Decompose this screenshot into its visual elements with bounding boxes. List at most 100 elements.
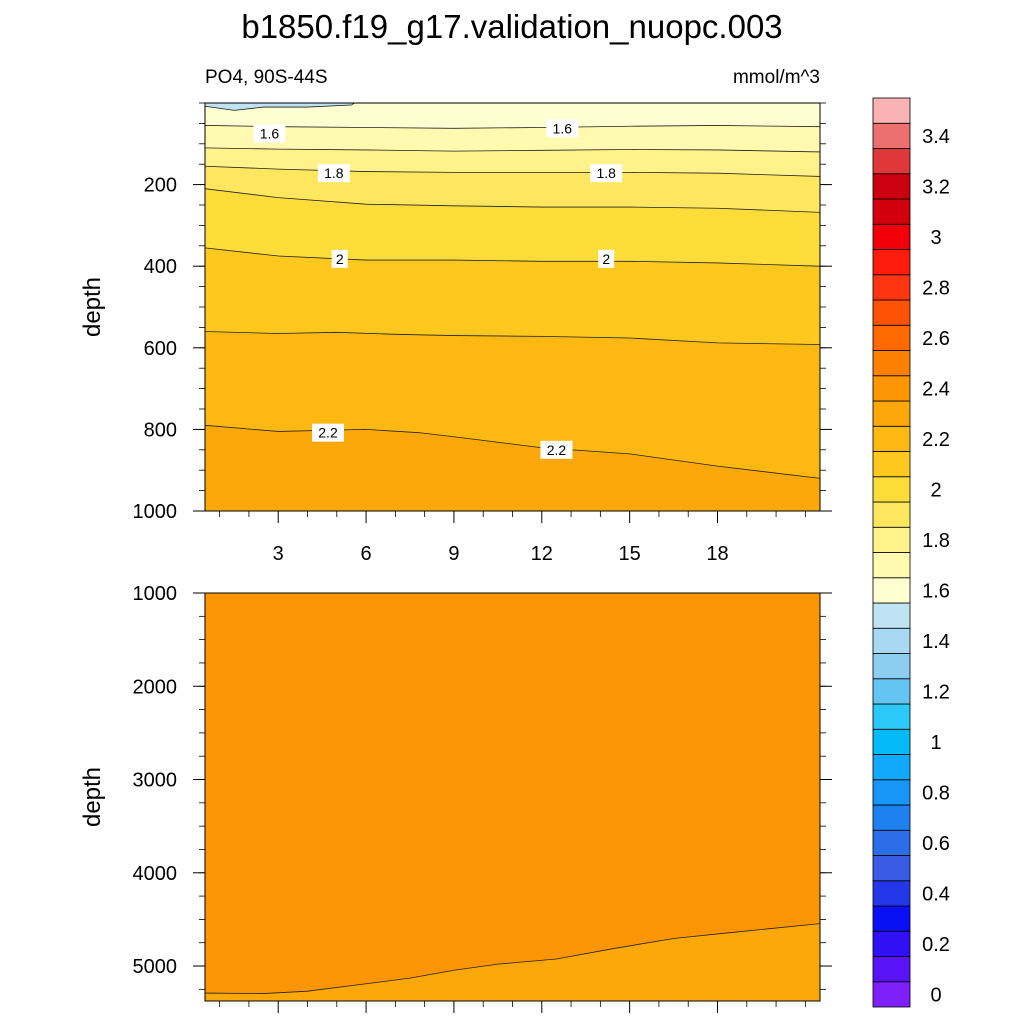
colorbar-label: 1.6 bbox=[922, 580, 950, 602]
x-tick-label: 6 bbox=[361, 543, 372, 565]
colorbar-label: 2.6 bbox=[922, 328, 950, 350]
y-tick-label: 3000 bbox=[133, 770, 178, 792]
colorbar-swatch bbox=[872, 400, 911, 427]
contour-line bbox=[204, 188, 821, 213]
colorbar-swatch bbox=[872, 122, 911, 149]
contour-line bbox=[204, 923, 821, 994]
y-tick-label: 1000 bbox=[133, 501, 178, 523]
contour-label-text: 1.8 bbox=[596, 165, 616, 181]
contour-label-text: 1.6 bbox=[260, 126, 280, 142]
colorbar-label: 3 bbox=[930, 227, 941, 249]
contour-line bbox=[204, 165, 821, 177]
y-tick-label: 800 bbox=[144, 419, 177, 441]
colorbar-label: 1.8 bbox=[922, 530, 950, 552]
colorbar-swatch bbox=[872, 602, 911, 629]
x-tick-label: 15 bbox=[619, 543, 641, 565]
contour-label: 1.6 bbox=[546, 119, 579, 138]
contour-line bbox=[204, 102, 355, 111]
colorbar-swatch bbox=[872, 375, 911, 402]
y-axis-label: depth bbox=[79, 277, 106, 337]
colorbar-swatch bbox=[872, 804, 911, 831]
colorbar-swatch bbox=[872, 476, 911, 503]
colorbar-swatch bbox=[872, 880, 911, 907]
colorbar-label: 2.4 bbox=[922, 378, 950, 400]
y-tick-label: 600 bbox=[144, 338, 177, 360]
colorbar-swatch bbox=[872, 956, 911, 983]
contour-label: 2 bbox=[598, 249, 615, 268]
band-fill bbox=[205, 103, 355, 111]
colorbar-label: 2.8 bbox=[922, 277, 950, 299]
colorbar-label: 1.4 bbox=[922, 631, 950, 653]
colorbar-swatch bbox=[872, 653, 911, 680]
colorbar-label: 0.8 bbox=[922, 782, 950, 804]
colorbar-swatch bbox=[872, 754, 911, 781]
colorbar-swatch bbox=[872, 501, 911, 528]
contour-label-text: 2.2 bbox=[547, 442, 567, 458]
colorbar: 0 0.2 0.4 0.6 0.8 1 1.2 1.4 1.6 1.8 2 2.2 2.4 2.6 2.8 3… bbox=[872, 97, 950, 1008]
colorbar-swatch bbox=[872, 249, 911, 276]
colorbar-swatch bbox=[872, 324, 911, 351]
colorbar-swatch bbox=[872, 97, 911, 124]
colorbar-swatch bbox=[872, 577, 911, 604]
x-tick-label: 9 bbox=[448, 543, 459, 565]
colorbar-swatch bbox=[872, 552, 911, 579]
colorbar-swatch bbox=[872, 198, 911, 225]
subtitle-left: PO4, 90S-44S bbox=[205, 67, 328, 88]
colorbar-label: 0.6 bbox=[922, 833, 950, 855]
colorbar-label: 1.2 bbox=[922, 681, 950, 703]
x-axis: 3 6 9 12 15 18 bbox=[273, 543, 729, 565]
contour-line bbox=[204, 331, 821, 345]
contour-label-text: 1.8 bbox=[324, 165, 344, 181]
colorbar-swatch bbox=[872, 855, 911, 882]
colorbar-swatch bbox=[872, 299, 911, 326]
colorbar-swatch bbox=[872, 148, 911, 175]
colorbar-label: 0.4 bbox=[922, 883, 950, 905]
subtitle-right: mmol/m^3 bbox=[733, 67, 820, 88]
colorbar-swatch bbox=[872, 905, 911, 932]
contour-label: 2.2 bbox=[540, 440, 573, 459]
colorbar-swatch bbox=[872, 728, 911, 755]
colorbar-label: 3.2 bbox=[922, 176, 950, 198]
y-tick-label: 4000 bbox=[133, 863, 178, 885]
contour-line bbox=[204, 125, 821, 129]
colorbar-swatch bbox=[872, 678, 911, 705]
y-tick-label: 400 bbox=[144, 256, 177, 278]
colorbar-label: 2.2 bbox=[922, 429, 950, 451]
colorbar-swatch bbox=[872, 981, 911, 1008]
contour-line bbox=[204, 247, 821, 267]
y-axis-label: depth bbox=[79, 767, 106, 827]
colorbar-swatch bbox=[872, 779, 911, 806]
upper-panel: 1.6 1.6 1.8 1.8 2 2 2.2 2.2 200 400 600 800 1000 dept… bbox=[79, 102, 832, 523]
contour-label: 2.2 bbox=[312, 423, 344, 442]
x-tick-label: 12 bbox=[531, 543, 553, 565]
colorbar-label: 1 bbox=[930, 732, 941, 754]
x-tick-label: 18 bbox=[706, 543, 728, 565]
contour-label-text: 2.2 bbox=[318, 425, 338, 441]
x-tick-label: 3 bbox=[273, 543, 284, 565]
contour-label-text: 1.6 bbox=[553, 120, 573, 136]
y-tick-label: 2000 bbox=[133, 676, 178, 698]
colorbar-swatch bbox=[872, 703, 911, 730]
colorbar-swatch bbox=[872, 274, 911, 301]
colorbar-swatch bbox=[872, 627, 911, 654]
colorbar-label: 0 bbox=[930, 984, 941, 1006]
y-tick-label: 5000 bbox=[133, 956, 178, 978]
chart-title: b1850.f19_g17.validation_nuopc.003 bbox=[241, 8, 782, 45]
colorbar-swatch bbox=[872, 526, 911, 553]
band-fill bbox=[205, 103, 820, 129]
lower-panel: 1000 2000 3000 4000 5000 depth bbox=[79, 583, 832, 1013]
colorbar-swatch bbox=[872, 451, 911, 478]
colorbar-swatch bbox=[872, 425, 911, 452]
colorbar-swatch bbox=[872, 223, 911, 250]
contour-label: 1.6 bbox=[253, 124, 286, 143]
band-fill bbox=[205, 593, 820, 994]
colorbar-swatch bbox=[872, 829, 911, 856]
colorbar-label: 0.2 bbox=[922, 934, 950, 956]
colorbar-label: 2 bbox=[930, 479, 941, 501]
contour-label: 1.8 bbox=[590, 164, 623, 183]
contour-label-text: 2 bbox=[602, 251, 610, 267]
y-tick-label: 200 bbox=[144, 175, 177, 197]
y-tick-label: 1000 bbox=[133, 583, 178, 605]
colorbar-label: 3.4 bbox=[922, 126, 950, 148]
